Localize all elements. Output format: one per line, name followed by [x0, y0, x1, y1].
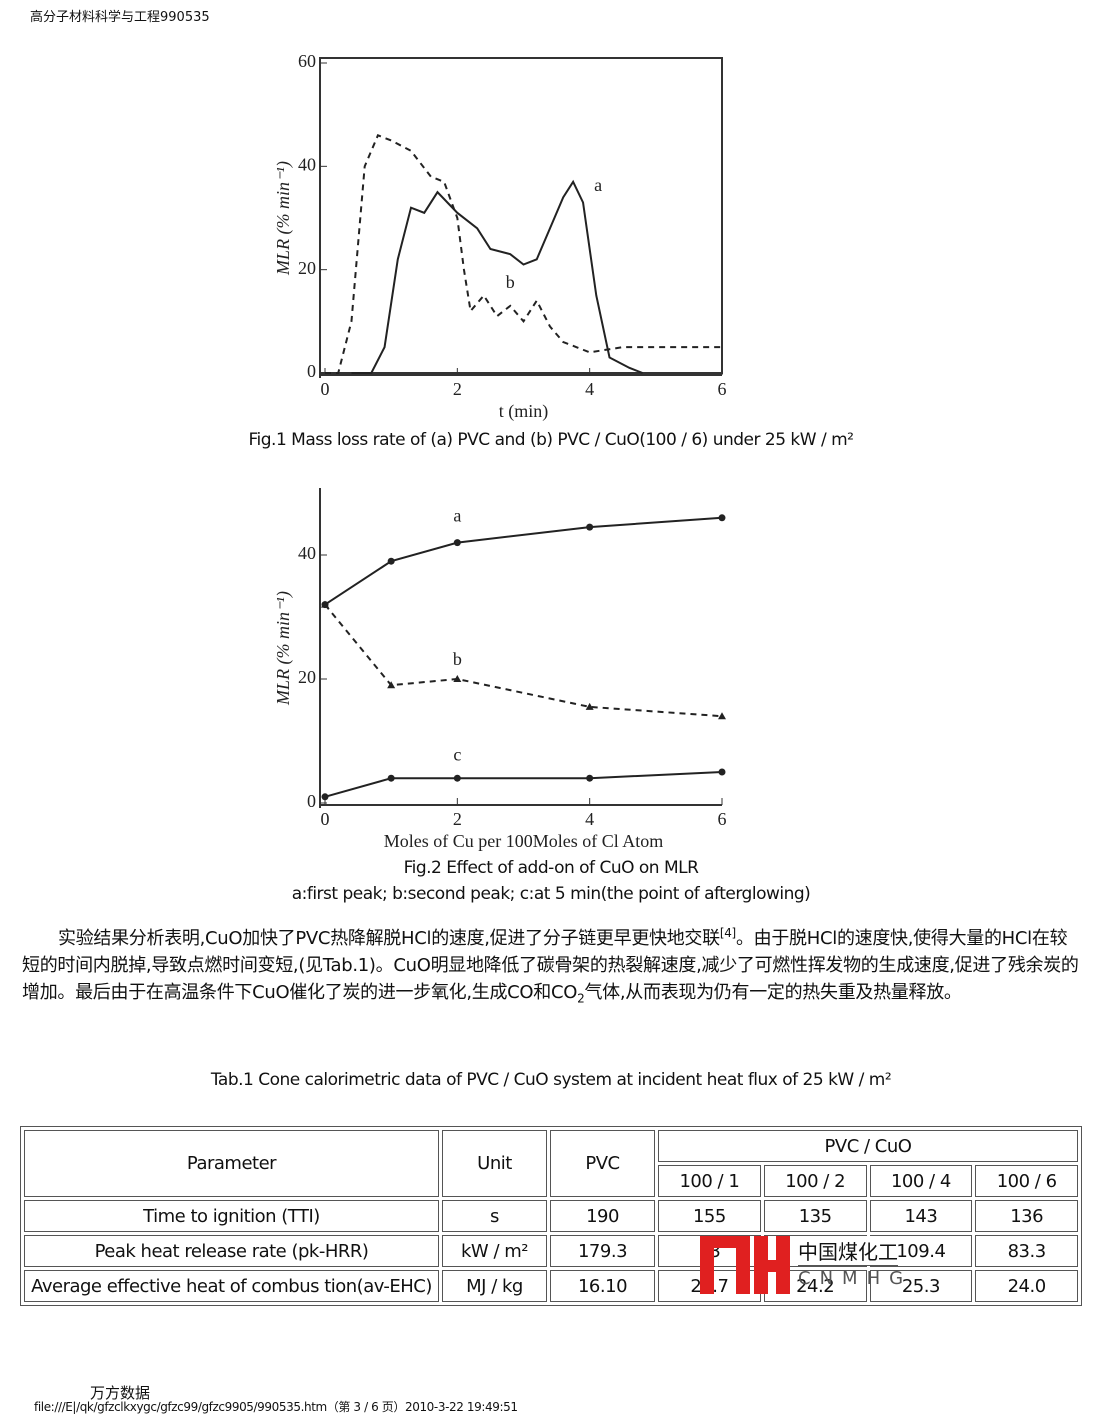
marker: [718, 514, 726, 522]
series-label: a: [594, 175, 602, 195]
marker: [387, 681, 396, 689]
x-tick-label: 0: [321, 379, 330, 399]
header-cell: PVC: [550, 1130, 655, 1197]
cell: kW / m²: [442, 1235, 547, 1267]
footer: file:///E|/qk/gfzclkxygc/gfzc99/gfzc9905…: [34, 1400, 518, 1414]
x-tick-label: 2: [453, 809, 462, 829]
figure-1: 0 20 40 60 0 2 4 6 t (min) MLR (% min⁻¹) a b: [273, 51, 727, 422]
watermark-text: CNMHG: [798, 1268, 913, 1289]
marker: [387, 557, 395, 565]
cell: 155: [658, 1200, 761, 1232]
caption: Fig.1 Mass loss rate of (a) PVC and (b) …: [248, 430, 854, 450]
line: [324, 516, 723, 606]
series-label: c: [453, 744, 461, 764]
row: Time to ignition (TTI) s 190 155 135 143 136: [24, 1200, 1078, 1232]
header-cell: Parameter: [24, 1130, 439, 1197]
header: 高分子材料科学与工程990535: [30, 10, 210, 25]
x-tick-label: 6: [718, 809, 727, 829]
subscript: 2: [577, 991, 585, 1006]
header-cell: Unit: [442, 1130, 547, 1197]
cell: 135: [763, 1200, 867, 1232]
marker: [453, 539, 461, 547]
cell: MJ / kg: [442, 1270, 547, 1302]
marker: [453, 774, 461, 782]
cell: s: [442, 1200, 547, 1232]
figure-2: 0 20 40 0 2 4 6 Moles of Cu per 100Moles of Cl …: [273, 488, 727, 851]
marker: [585, 702, 594, 710]
header-cell: 100 / 4: [869, 1165, 973, 1197]
x-tick-label: 0: [321, 809, 330, 829]
marker: [453, 675, 462, 682]
marker: [586, 774, 594, 782]
marker: [387, 774, 395, 782]
watermark-text: 中国煤化工: [798, 1236, 898, 1266]
row: Average effective heat of combus tion(av…: [24, 1270, 1078, 1302]
y-tick-label: 20: [298, 667, 316, 687]
x-axis-label: Moles of Cu per 100Moles of Cl Atom: [384, 831, 664, 851]
header-cell: PVC / CuO: [658, 1130, 1078, 1162]
y-tick-label: 0: [307, 791, 316, 811]
text: 实验结果分析表明,CuO加快了PVC热降解脱HCl的速度,促进了分子链更早更快地…: [58, 928, 720, 949]
row: Peak heat release rate (pk-HRR) kW / m² 17…: [24, 1235, 1078, 1267]
marker: [321, 600, 329, 608]
series-label: b: [453, 649, 462, 669]
y-tick-label: 40: [298, 154, 316, 174]
x-axis-label: t (min): [499, 401, 549, 422]
caption: Fig.2 Effect of add-on of CuO on MLR: [403, 858, 699, 878]
header-cell: 100 / 2: [763, 1165, 867, 1197]
marker: [586, 523, 594, 531]
cell: 143: [869, 1200, 973, 1232]
header-cell: 100 / 1: [658, 1165, 761, 1197]
table-caption: Tab.1 Cone calorimetric data of PVC / Cu…: [210, 1070, 892, 1090]
x-tick-label: 4: [585, 379, 594, 399]
frame: [319, 57, 723, 374]
watermark-logo: [700, 1236, 790, 1294]
marker: [718, 712, 726, 720]
text: 气体,从而表现为仍有一定的热失重及热量释放。: [584, 982, 962, 1003]
y-tick-label: 0: [307, 361, 316, 381]
text: 。由于脱HCl的速度快,使得大量的HCl在较短的时间内脱掉,导致点燃时间变短,(…: [22, 928, 1079, 1003]
series-label: b: [506, 272, 515, 292]
cell: Average effective heat of combus tion(av…: [24, 1270, 439, 1302]
cell: Time to ignition (TTI): [24, 1200, 439, 1232]
cell: 179.3: [550, 1235, 655, 1267]
y-axis-label: MLR (% min⁻¹): [273, 591, 294, 706]
cell: 83.3: [975, 1235, 1078, 1267]
cell: Peak heat release rate (pk-HRR): [24, 1235, 439, 1267]
cell: 190: [550, 1200, 655, 1232]
subcaption: a:first peak; b:second peak; c:at 5 min(…: [291, 884, 811, 904]
header-cell: 100 / 6: [975, 1165, 1078, 1197]
cell: 24.0: [975, 1270, 1078, 1302]
marker: [321, 793, 329, 801]
y-axis-label: MLR (% min⁻¹): [273, 161, 294, 276]
cell: 16.10: [550, 1270, 655, 1302]
cell: 25.3: [869, 1270, 973, 1302]
line: [324, 771, 723, 798]
paragraph: 实验结果分析表明,CuO加快了PVC热降解脱HCl的速度,促进了分子链更早更快地…: [22, 920, 1080, 1013]
y-tick-label: 40: [298, 543, 316, 563]
footer: 万方数据: [90, 1384, 151, 1402]
x-tick-label: 6: [718, 379, 727, 399]
series-label: a: [453, 506, 461, 526]
y-tick-label: 60: [298, 51, 316, 71]
citation: [4]: [719, 926, 736, 940]
line: [324, 603, 723, 718]
line: [325, 134, 722, 374]
x-tick-label: 2: [453, 379, 462, 399]
y-tick-label: 20: [298, 258, 316, 278]
x-tick-label: 4: [585, 809, 594, 829]
line: [351, 179, 643, 374]
table: Parameter Unit PVC PVC / CuO 100 / 1 100 …: [20, 1126, 1082, 1306]
cell: 136: [975, 1200, 1078, 1232]
marker: [718, 768, 726, 776]
